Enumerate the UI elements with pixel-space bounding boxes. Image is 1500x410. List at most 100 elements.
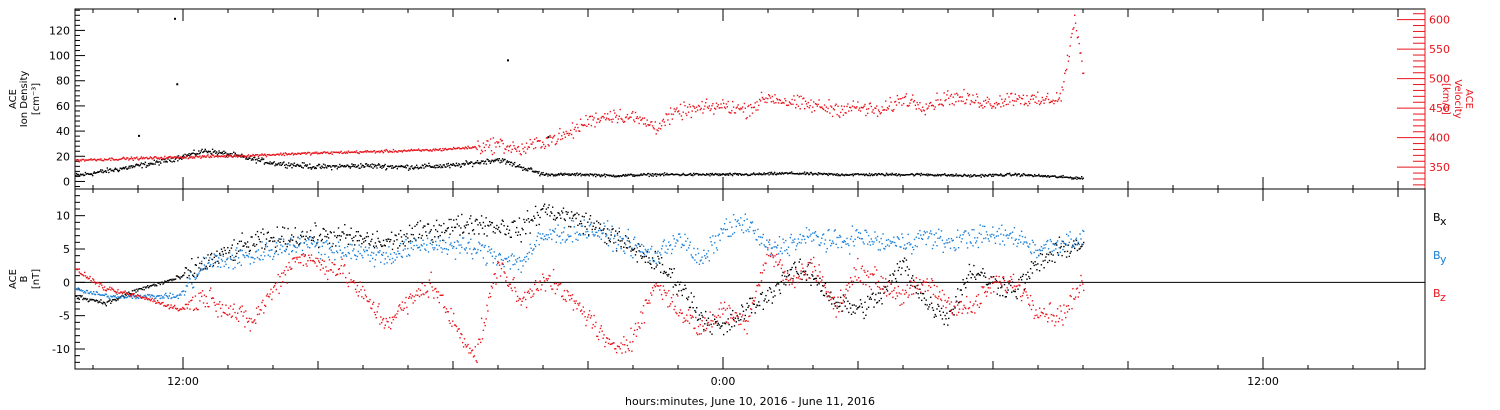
ion-density-point [734,172,736,174]
b-field-by-point [759,236,762,238]
ion-density-point [839,174,841,177]
b-field-by-point [793,241,795,243]
b-field-bx-point [1054,261,1056,263]
ion-density-point [1007,173,1009,175]
velocity-point [507,150,510,152]
b-field-bx-point [152,284,154,286]
b-field-by-point [976,237,979,239]
b-field-bx-point [414,225,416,227]
velocity-point [821,106,823,108]
b-field-by-point [690,254,692,256]
ion-density-point [347,164,349,167]
b-field-bz-point [86,276,89,278]
b-field-bx-point [334,235,336,237]
b-field-bx-point [399,229,402,232]
b-field-bx-point [947,324,949,326]
velocity-point [262,154,264,156]
ion-density-point [164,158,166,161]
b-field-bx-point [871,293,873,295]
b-field-by-point [418,246,421,248]
ion-density-point [959,174,961,177]
b-field-bx-point [863,317,865,320]
b-field-by-point [470,238,472,240]
b-field-bx-point [655,266,657,268]
b-field-bx-point [867,295,869,298]
b-field-bx-point [178,276,180,278]
ion-density-point [859,173,862,176]
b-field-by-point [880,237,882,240]
b-field-by-point [334,258,336,261]
ion-density-point [642,173,645,175]
velocity-point [159,157,161,159]
velocity-point [458,147,460,149]
velocity-point [598,121,601,123]
b-field-bx-point [606,243,608,245]
velocity-point [255,154,257,156]
b-field-bx-point [855,305,857,307]
b-field-bx-point [925,299,927,301]
b-field-bz-point [173,306,175,308]
velocity-point [394,150,396,152]
b-field-bx-point [1007,289,1009,291]
ion-density-point [432,166,434,168]
b-field-by-point [739,224,741,226]
b-field-bz-point [172,307,174,309]
b-field-bz-point [85,277,88,279]
b-field-bx-point [573,214,575,216]
ion-density-point [200,150,202,152]
b-field-bx-point [586,228,588,230]
ion-density-point [770,171,773,174]
velocity-point [480,149,483,151]
velocity-point [726,106,728,108]
b-field-bx-point [371,238,373,241]
velocity-point [230,155,233,158]
velocity-point [1082,72,1084,75]
ion-density-point [1012,174,1014,176]
b-field-by-point [113,295,116,298]
ion-density-point [638,174,640,176]
b-field-bx-point [388,238,390,240]
b-field-bx-point [738,319,740,322]
velocity-point [776,97,778,100]
b-field-bx-point [261,247,263,249]
b-field-by-point [601,232,603,234]
ion-density-point [582,174,585,176]
b-field-by-point [799,233,801,236]
b-field-bx-point [201,262,203,265]
b-field-bx-point [96,300,98,302]
b-field-bx-point [359,234,361,237]
b-field-by-point [535,239,538,242]
ion-density-point [608,175,611,177]
b-field-bx-point [844,305,846,307]
b-field-by-point [356,255,359,258]
velocity-point [165,158,167,160]
b-field-bx-point [338,234,341,237]
b-field-bx-point [157,282,160,284]
ion-density-point [761,174,763,176]
ion-density-point [931,174,933,176]
b-field-by-point [887,238,890,241]
velocity-point [817,103,819,106]
b-field-by-point [494,257,496,260]
b-field-by-point [327,256,330,258]
ion-density-point [854,173,856,176]
ion-density-point [1068,177,1071,179]
b-field-bz-point [155,302,157,304]
b-field-bx-point [515,231,517,234]
b-field-bz-point [107,288,109,291]
b-field-by-point [701,256,703,258]
velocity-point [645,125,647,127]
b-field-by-point [291,250,294,252]
b-field-bx-point [489,221,491,223]
b-field-bx-point [218,262,220,264]
ion-density-point [836,173,838,175]
b-field-bx-point [530,219,532,221]
b-field-bx-point [492,231,494,233]
ion-density-point [865,173,867,175]
b-field-bx-point [603,228,605,230]
velocity-point [516,146,519,149]
b-field-bx-point [645,255,647,257]
b-field-by-point [757,228,759,231]
ion-density-point [485,163,488,165]
